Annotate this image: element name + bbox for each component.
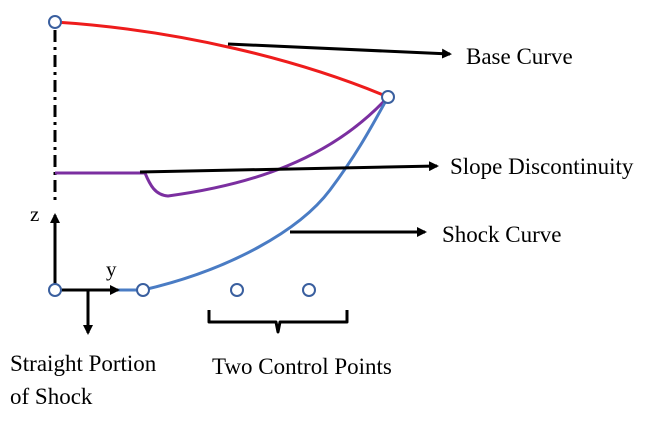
straight-portion-label-line2: of Shock [10, 384, 93, 409]
base-curve-label: Base Curve [466, 44, 573, 69]
shock-curve [55, 96, 390, 292]
two-control-points-label: Two Control Points [212, 354, 392, 379]
control-points-bracket [207, 310, 349, 334]
shock-start-point [136, 283, 150, 297]
slope-discontinuity-curve [55, 95, 390, 198]
z-axis-label: z [30, 202, 39, 226]
control-point-1 [230, 283, 244, 297]
curve-end-point [381, 90, 395, 104]
origin-point [48, 283, 62, 297]
base-curve [54, 20, 389, 99]
slope-discontinuity-label: Slope Discontinuity [450, 154, 634, 179]
base-curve-start-point [48, 15, 62, 29]
shock-curve-label: Shock Curve [442, 222, 561, 247]
base-curve-leader-arrow [227, 42, 452, 59]
y-axis-label: y [106, 257, 117, 281]
control-point-2 [302, 283, 316, 297]
straight-portion-label-line1: Straight Portion [10, 351, 157, 376]
slope-discontinuity-leader-arrow [139, 161, 439, 174]
